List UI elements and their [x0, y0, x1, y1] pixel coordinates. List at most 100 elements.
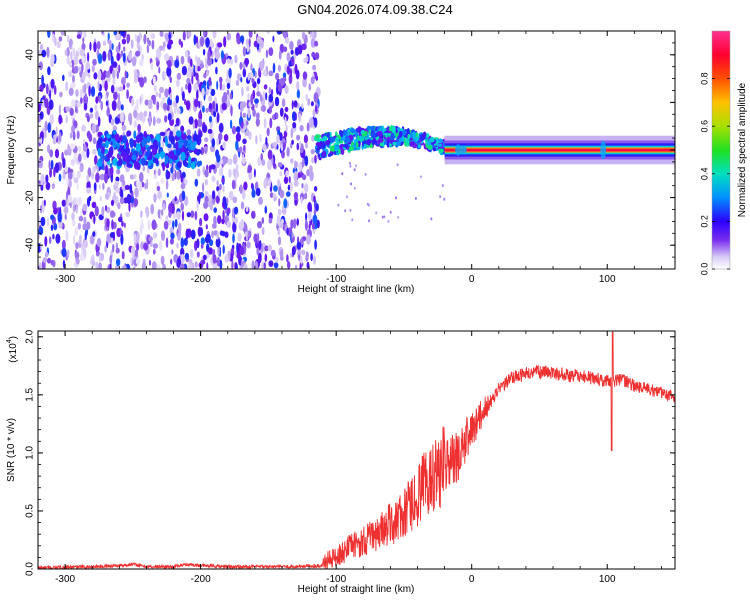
spectrogram-cell	[132, 140, 137, 145]
spectrogram-cell	[377, 130, 383, 137]
spectrogram-cell	[311, 51, 316, 58]
spectrogram-cell	[294, 264, 298, 269]
spectrogram-cell	[277, 208, 282, 216]
spectrogram-cell	[290, 219, 294, 229]
spectrogram-cell	[401, 130, 407, 136]
spectrogram-cell	[130, 257, 133, 265]
spectrogram-cell	[199, 217, 203, 227]
spectrogram-cell	[86, 187, 92, 194]
spectrogram-cell	[125, 211, 130, 218]
spectrogram-cell	[186, 135, 192, 140]
spectrogram-cell	[49, 113, 54, 125]
spectrogram-cell	[313, 117, 318, 128]
spectrogram-cell	[197, 118, 203, 128]
spectrogram-cell	[89, 41, 92, 51]
spectrogram-cell	[70, 159, 76, 166]
spectrogram-cell	[126, 89, 129, 99]
spectrogram-cell	[273, 185, 278, 192]
spectrogram-cell	[192, 262, 195, 269]
spectrogram-cell	[147, 99, 153, 106]
spectrogram-cell	[272, 192, 276, 198]
spectrogram-cell	[251, 260, 255, 269]
spectrogram-cell	[124, 146, 131, 156]
spectrogram-cell	[200, 146, 205, 156]
spectrogram-cell	[115, 32, 121, 40]
spectrogram-cell	[64, 165, 68, 173]
spectrogram-cell	[110, 118, 115, 126]
spectrogram-cell	[194, 210, 198, 221]
spectrogram-cell	[156, 101, 160, 111]
spectrogram-cell	[73, 54, 79, 66]
spectrogram-cell	[207, 128, 213, 134]
spectrogram-cell	[283, 176, 289, 185]
spectrogram-cell	[296, 134, 301, 141]
spectrogram-cell	[389, 210, 392, 214]
spectrogram-cell	[227, 99, 231, 108]
spectrogram-cell	[216, 231, 219, 240]
spectrogram-cell	[99, 196, 102, 202]
spectrogram-cell	[80, 97, 83, 104]
spectrogram-cell	[250, 63, 253, 71]
spectrogram-cell	[255, 135, 258, 145]
spectrogram-cell	[222, 209, 225, 221]
spectrogram-cell	[226, 207, 231, 215]
spectrogram-cell	[76, 258, 80, 265]
spectrogram-cell	[148, 40, 151, 47]
spectrogram-cell	[159, 150, 166, 159]
spectrogram-cell	[355, 164, 357, 168]
spectrogram-cell	[200, 243, 204, 249]
spectrogram-cell	[256, 247, 260, 256]
spectrogram-cell	[264, 245, 269, 252]
spectrogram-cell	[71, 44, 74, 53]
spectrogram-cell	[53, 208, 58, 215]
spectrogram-cell	[279, 77, 285, 87]
spectrogram-cell	[59, 91, 63, 98]
spectrogram-cell	[438, 138, 443, 144]
spectrogram-cell	[92, 137, 97, 145]
spectrogram-cell	[61, 247, 67, 258]
spectrogram-cell	[117, 92, 121, 103]
spectrogram-cell	[191, 74, 194, 85]
spectrogram-cell	[232, 221, 237, 233]
spectrogram-cell	[226, 220, 232, 228]
spectrogram-cell	[38, 159, 43, 169]
spectrogram-cell	[284, 85, 289, 94]
spectrogram-cell	[38, 137, 43, 144]
spectrogram-cell	[251, 78, 255, 84]
spectrogram-cell	[286, 65, 291, 75]
spectrogram-cell	[143, 130, 147, 139]
spectrogram-cell	[167, 59, 172, 69]
spectrogram-cell	[216, 186, 220, 192]
spectrogram-cell	[116, 99, 122, 111]
spectrogram-cell	[438, 148, 444, 153]
spectrogram-cell	[111, 211, 116, 218]
spectrogram-cell	[432, 147, 437, 152]
spectrogram-cell	[161, 140, 165, 148]
spectrogram-cell	[279, 171, 283, 177]
spectrogram-cell	[54, 148, 60, 159]
spectrogram-cell	[455, 144, 462, 156]
spectrogram-cell	[229, 92, 232, 100]
spectrogram-cell	[44, 98, 49, 109]
spectrogram-cell	[94, 104, 98, 111]
spectrogram-cell	[419, 175, 422, 179]
spectrogram-cell	[115, 117, 120, 124]
spectrogram-cell	[159, 31, 164, 37]
spectrogram-cell	[232, 233, 235, 244]
spectrogram-cell	[175, 148, 182, 156]
spectrogram-cell	[159, 131, 166, 136]
spectrogram-cell	[404, 139, 410, 143]
spectrogram-cell	[70, 82, 76, 88]
spectrogram-cell	[409, 141, 415, 147]
spectrogram-cell	[265, 49, 269, 58]
spectrogram-cell	[301, 158, 305, 168]
spectrogram-cell	[130, 39, 134, 49]
spectrogram-cell	[72, 74, 75, 83]
spectrogram-cell	[212, 254, 217, 264]
spectrogram-cell	[166, 192, 169, 198]
spectrogram-cell	[60, 31, 65, 36]
spectrogram-cell	[349, 161, 351, 165]
spectrogram-cell	[143, 76, 147, 84]
spectrogram-cell	[239, 61, 243, 70]
spectrogram-cell	[49, 149, 54, 158]
